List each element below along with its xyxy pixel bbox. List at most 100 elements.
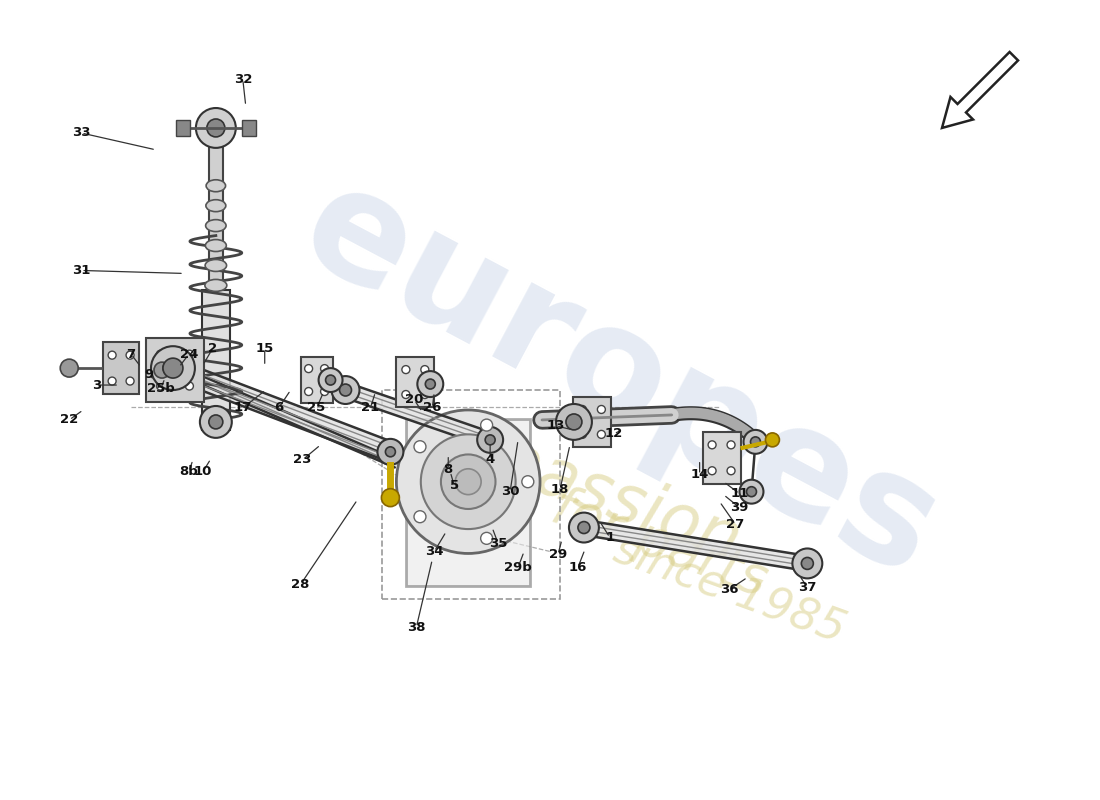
Text: 28: 28 <box>292 578 310 591</box>
Circle shape <box>207 119 224 137</box>
Circle shape <box>200 406 232 438</box>
Circle shape <box>396 410 540 554</box>
Text: 11: 11 <box>730 487 749 500</box>
Text: 24: 24 <box>179 348 198 361</box>
Text: 13: 13 <box>547 419 565 433</box>
Bar <box>383 390 560 599</box>
Polygon shape <box>573 397 610 447</box>
Text: 38: 38 <box>407 621 426 634</box>
Text: 37: 37 <box>799 581 816 594</box>
Circle shape <box>597 406 605 414</box>
Text: 25: 25 <box>308 402 326 414</box>
Circle shape <box>402 366 410 374</box>
Text: since 1985: since 1985 <box>608 527 851 651</box>
Circle shape <box>153 350 189 386</box>
Circle shape <box>744 430 768 454</box>
Text: 31: 31 <box>72 264 90 277</box>
Text: 4: 4 <box>485 454 495 466</box>
Circle shape <box>521 476 534 488</box>
Text: 6: 6 <box>274 402 284 414</box>
Text: 18: 18 <box>551 483 569 496</box>
Circle shape <box>802 558 813 570</box>
Circle shape <box>154 362 170 378</box>
Ellipse shape <box>205 279 227 291</box>
Text: 3: 3 <box>92 378 102 391</box>
Circle shape <box>340 384 352 396</box>
Circle shape <box>426 379 436 389</box>
Circle shape <box>326 375 336 385</box>
Text: 14: 14 <box>691 468 708 482</box>
Circle shape <box>60 359 78 377</box>
Bar <box>176 120 190 136</box>
Circle shape <box>597 430 605 438</box>
Circle shape <box>156 382 165 390</box>
Polygon shape <box>751 442 756 492</box>
Text: 1: 1 <box>605 531 615 544</box>
Text: 22: 22 <box>60 414 78 426</box>
Circle shape <box>766 433 780 447</box>
Bar <box>202 290 230 430</box>
Ellipse shape <box>206 239 227 251</box>
Polygon shape <box>396 357 435 407</box>
Circle shape <box>579 430 586 438</box>
Circle shape <box>126 377 134 385</box>
Circle shape <box>377 439 404 465</box>
Polygon shape <box>300 357 332 403</box>
Circle shape <box>108 377 117 385</box>
Text: 34: 34 <box>425 545 443 558</box>
Circle shape <box>481 532 493 544</box>
Circle shape <box>108 351 117 359</box>
Ellipse shape <box>206 200 225 212</box>
Circle shape <box>566 414 582 430</box>
Circle shape <box>579 406 586 414</box>
Text: 15: 15 <box>255 342 274 354</box>
Ellipse shape <box>205 259 227 271</box>
Text: 29b: 29b <box>504 561 532 574</box>
Circle shape <box>556 404 592 440</box>
Ellipse shape <box>206 220 227 231</box>
Text: a passion: a passion <box>430 405 750 574</box>
Text: 30: 30 <box>500 485 519 498</box>
Circle shape <box>727 466 735 474</box>
Circle shape <box>196 108 235 148</box>
Text: europes: europes <box>277 150 962 610</box>
Polygon shape <box>196 374 398 467</box>
Circle shape <box>485 435 495 445</box>
Circle shape <box>708 466 716 474</box>
Text: 21: 21 <box>361 402 379 414</box>
Text: 25b: 25b <box>147 382 175 394</box>
Bar <box>406 419 530 586</box>
Text: 32: 32 <box>233 73 252 86</box>
Circle shape <box>382 489 399 506</box>
Circle shape <box>186 382 194 390</box>
Circle shape <box>163 358 183 378</box>
Circle shape <box>151 346 195 390</box>
Text: 8b: 8b <box>179 466 198 478</box>
Text: 29: 29 <box>549 548 568 561</box>
Text: 9: 9 <box>144 367 154 381</box>
Circle shape <box>209 415 223 429</box>
Ellipse shape <box>206 180 225 192</box>
Text: 10: 10 <box>194 466 212 478</box>
Text: 12: 12 <box>605 427 623 440</box>
Circle shape <box>441 454 495 509</box>
Circle shape <box>186 350 194 358</box>
Polygon shape <box>146 338 204 402</box>
Circle shape <box>414 441 426 453</box>
Text: 2: 2 <box>208 342 218 354</box>
Circle shape <box>414 510 426 522</box>
FancyArrow shape <box>942 52 1019 128</box>
Circle shape <box>305 387 312 395</box>
Circle shape <box>727 441 735 449</box>
Circle shape <box>792 549 823 578</box>
Circle shape <box>163 360 179 376</box>
Polygon shape <box>583 520 808 571</box>
Circle shape <box>750 437 760 447</box>
Bar <box>209 146 223 290</box>
Circle shape <box>331 376 360 404</box>
Circle shape <box>421 434 516 529</box>
Text: 39: 39 <box>730 501 749 514</box>
Text: 23: 23 <box>294 454 311 466</box>
Circle shape <box>319 368 342 392</box>
Text: 36: 36 <box>720 583 739 596</box>
